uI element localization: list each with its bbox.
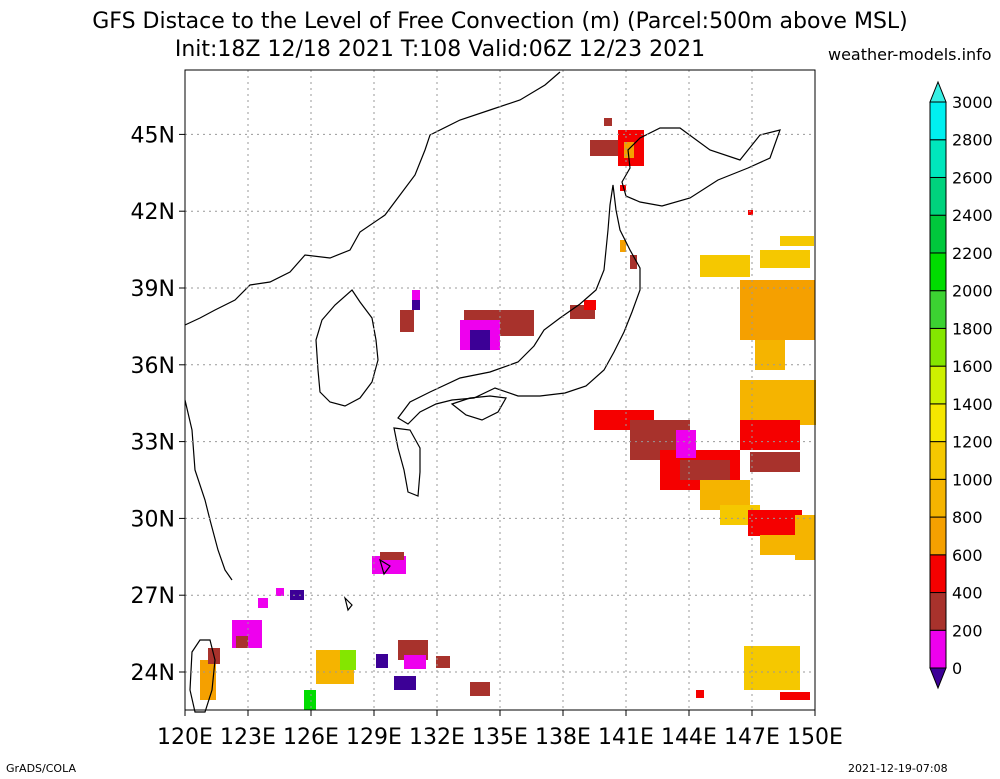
- lat-label: 33N: [131, 431, 175, 456]
- lon-label: 129E: [346, 725, 402, 750]
- colorbar-label: 200: [952, 621, 983, 640]
- colorbar-segment: [929, 365, 947, 405]
- lat-label: 30N: [131, 507, 175, 532]
- colorbar-max-arrow: [929, 80, 947, 103]
- colorbar-label: 2000: [952, 282, 993, 301]
- lon-label: 150E: [787, 725, 843, 750]
- colorbar-label: 1400: [952, 395, 993, 414]
- lon-label: 141E: [598, 725, 654, 750]
- colorbar-segment: [929, 101, 947, 141]
- colorbar-segment: [929, 554, 947, 594]
- colorbar-label: 1200: [952, 433, 993, 452]
- colorbar-segment: [929, 592, 947, 631]
- colorbar-min-arrow: [929, 667, 947, 690]
- colorbar-label: 400: [952, 584, 983, 603]
- colorbar-label: 1000: [952, 470, 993, 489]
- colorbar-label: 0: [952, 659, 962, 678]
- lon-label: 144E: [661, 725, 717, 750]
- lat-label: 39N: [131, 277, 175, 302]
- colorbar-label: 2200: [952, 244, 993, 263]
- colorbar-segment: [929, 139, 947, 178]
- colorbar-segment: [929, 629, 947, 669]
- colorbar-segment: [929, 327, 947, 367]
- colorbar: 0 200 400 600 800 1000 1200 1400 1600 1800 2000 220…: [929, 80, 993, 690]
- colorbar-segment: [929, 214, 947, 254]
- lon-label: 147E: [724, 725, 780, 750]
- lon-label: 135E: [472, 725, 528, 750]
- colorbar-label: 800: [952, 508, 983, 527]
- chart-title: GFS Distace to the Level of Free Convect…: [92, 9, 908, 34]
- colorbar-segment: [929, 516, 947, 556]
- colorbar-label: 3000: [952, 93, 993, 112]
- lat-label: 27N: [131, 584, 175, 609]
- field-shading: [200, 118, 816, 710]
- colorbar-label: 2400: [952, 206, 993, 225]
- colorbar-segment: [929, 441, 947, 480]
- latitude-labels: 24N 27N 30N 33N 36N 39N 42N 45N: [131, 123, 185, 686]
- lon-label: 123E: [220, 725, 276, 750]
- colorbar-label: 1600: [952, 357, 993, 376]
- lon-label: 120E: [157, 725, 213, 750]
- lat-label: 24N: [131, 661, 175, 686]
- colorbar-label: 600: [952, 546, 983, 565]
- colorbar-segment: [929, 478, 947, 518]
- lat-label: 45N: [131, 123, 175, 148]
- source-site: weather-models.info: [828, 45, 992, 64]
- footer-timestamp: 2021-12-19-07:08: [848, 762, 948, 775]
- lon-label: 132E: [409, 725, 465, 750]
- longitude-labels: 120E 123E 126E 129E 132E 135E 138E 141E 144E 147E…: [157, 710, 843, 750]
- lat-label: 42N: [131, 200, 175, 225]
- colorbar-segment: [929, 252, 947, 292]
- colorbar-label: 2600: [952, 168, 993, 187]
- colorbar-segment: [929, 290, 947, 329]
- colorbar-label: 2800: [952, 131, 993, 150]
- lon-label: 138E: [535, 725, 591, 750]
- graticule: [185, 70, 815, 710]
- colorbar-segment: [929, 176, 947, 216]
- lon-label: 126E: [283, 725, 339, 750]
- chart-subtitle: Init:18Z 12/18 2021 T:108 Valid:06Z 12/2…: [174, 37, 706, 62]
- lat-label: 36N: [131, 354, 175, 379]
- colorbar-label: 1800: [952, 319, 993, 338]
- colorbar-segment: [929, 403, 947, 443]
- footer-software: GrADS/COLA: [6, 762, 76, 775]
- coastlines: [184, 71, 781, 713]
